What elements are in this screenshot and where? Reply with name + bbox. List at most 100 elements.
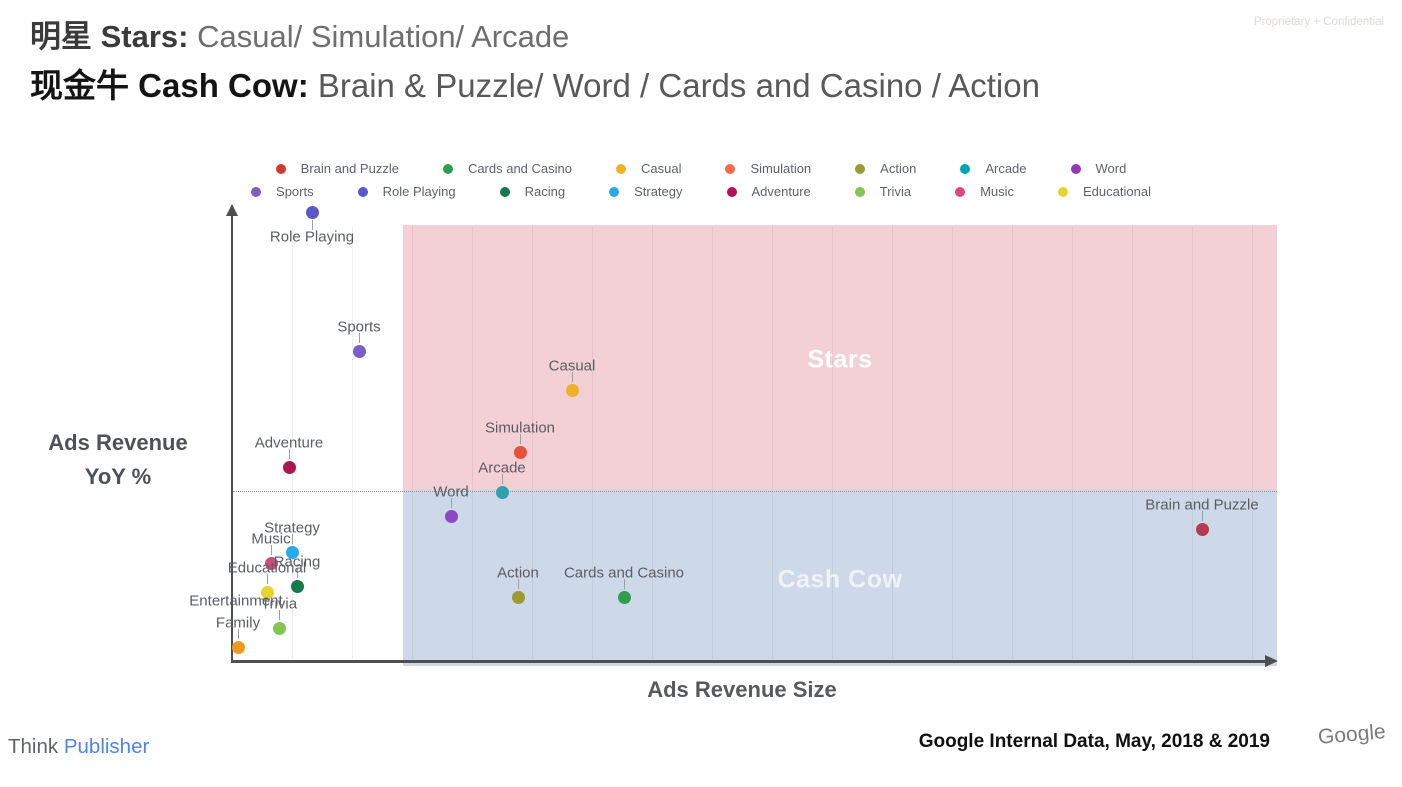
legend-swatch-brain-and-puzzle-icon bbox=[275, 163, 286, 174]
point-stem-brain-and-puzzle bbox=[1201, 511, 1203, 521]
legend-swatch-trivia-icon bbox=[854, 186, 865, 197]
gridline bbox=[1192, 226, 1193, 659]
data-point-trivia bbox=[272, 621, 286, 635]
gridline bbox=[1072, 226, 1073, 659]
y-axis-arrow-icon bbox=[226, 204, 238, 216]
point-label-cards-and-casino: Cards and Casino bbox=[563, 564, 685, 582]
point-stem-sports bbox=[358, 333, 360, 343]
point-label-music: Music bbox=[251, 530, 291, 548]
legend-item-sports: Sports bbox=[251, 184, 314, 199]
legend-row-1: Brain and Puzzle Cards and Casino Casual Si… bbox=[201, 161, 1201, 176]
legend-label-racing: Racing bbox=[524, 184, 566, 199]
data-point-brain-and-puzzle bbox=[1195, 522, 1209, 536]
title-stars-categories: Casual/ Simulation/ Arcade bbox=[188, 19, 570, 54]
legend-item-simulation: Simulation bbox=[725, 161, 811, 176]
legend-label-arcade: Arcade bbox=[985, 161, 1027, 176]
data-point-racing bbox=[290, 579, 304, 593]
legend-swatch-sports-icon bbox=[251, 186, 262, 197]
point-stem-racing bbox=[296, 568, 298, 578]
data-point-strategy bbox=[285, 545, 299, 559]
point-stem-strategy bbox=[291, 534, 293, 544]
chart-legend: Brain and Puzzle Cards and Casino Casual Si… bbox=[201, 161, 1201, 199]
point-stem-casual bbox=[571, 372, 573, 382]
point-label-simulation: Simulation bbox=[484, 419, 556, 437]
data-point-sports bbox=[352, 344, 366, 358]
legend-swatch-role-playing-icon bbox=[357, 186, 368, 197]
data-source-note: Google Internal Data, May, 2018 & 2019 bbox=[918, 731, 1270, 752]
data-point-adventure bbox=[282, 460, 296, 474]
y-axis-label: Ads Revenue YoY % bbox=[18, 426, 218, 494]
data-point-simulation bbox=[513, 445, 527, 459]
legend-label-trivia: Trivia bbox=[879, 184, 912, 199]
legend-label-cards-and-casino: Cards and Casino bbox=[467, 161, 572, 176]
point-label-adventure: Adventure bbox=[254, 434, 324, 452]
legend-swatch-word-icon bbox=[1070, 163, 1081, 174]
gridline bbox=[1252, 226, 1253, 659]
gridline bbox=[712, 226, 713, 659]
point-stem-family bbox=[237, 629, 239, 639]
legend-item-strategy: Strategy bbox=[609, 184, 683, 199]
data-point-music bbox=[264, 556, 278, 570]
x-axis-line bbox=[231, 660, 1268, 663]
point-label-word: Word bbox=[433, 483, 469, 501]
gridline bbox=[1132, 226, 1133, 659]
legend-label-brain-and-puzzle: Brain and Puzzle bbox=[300, 161, 399, 176]
legend-item-brain-and-puzzle: Brain and Puzzle bbox=[275, 161, 399, 176]
legend-label-word: Word bbox=[1095, 161, 1127, 176]
point-label-brain-and-puzzle: Brain and Puzzle bbox=[1145, 496, 1259, 514]
quadrant-region-cash-cow bbox=[403, 490, 1277, 666]
point-stem-educational bbox=[266, 574, 268, 584]
quadrant-label-cash-cow: Cash Cow bbox=[777, 565, 903, 594]
point-stem-arcade bbox=[501, 474, 503, 484]
brand-think: Think bbox=[8, 735, 59, 758]
slide-title-line-2: 现金牛 Cash Cow: Brain & Puzzle/ Word / Car… bbox=[30, 59, 1040, 107]
legend-swatch-action-icon bbox=[855, 163, 866, 174]
legend-swatch-casual-icon bbox=[616, 163, 626, 174]
legend-label-educational: Educational bbox=[1083, 184, 1151, 199]
brand-publisher: Publisher bbox=[63, 735, 150, 758]
data-point-family bbox=[231, 640, 245, 654]
point-label-educational: Educational bbox=[227, 559, 307, 577]
gridline bbox=[1012, 226, 1013, 659]
x-axis-label: Ads Revenue Size bbox=[647, 677, 837, 702]
legend-row-2: Sports Role Playing Racing Strategy Adventur… bbox=[201, 184, 1201, 199]
legend-item-racing: Racing bbox=[499, 184, 566, 199]
y-axis-label-line-2: YoY % bbox=[84, 464, 152, 489]
legend-label-adventure: Adventure bbox=[751, 184, 811, 199]
legend-swatch-simulation-icon bbox=[725, 163, 736, 174]
gridline bbox=[472, 226, 473, 659]
point-stem-action bbox=[517, 579, 519, 589]
legend-swatch-strategy-icon bbox=[609, 186, 620, 197]
data-point-word bbox=[444, 509, 458, 523]
point-label-family: Family bbox=[215, 614, 261, 632]
point-stem-music bbox=[270, 545, 272, 555]
confidential-watermark: Proprietary + Confidential bbox=[1253, 16, 1384, 28]
y-axis-label-line-1: Ads Revenue bbox=[48, 430, 188, 455]
point-label-role-playing: Role Playing bbox=[269, 228, 355, 246]
legend-label-role-playing: Role Playing bbox=[382, 184, 456, 199]
legend-label-strategy: Strategy bbox=[634, 184, 683, 199]
gridline bbox=[832, 226, 833, 659]
gridline bbox=[952, 226, 953, 659]
data-point-role-playing bbox=[305, 205, 319, 219]
point-stem-simulation bbox=[519, 434, 521, 444]
gridline bbox=[652, 226, 653, 659]
point-stem-cards-and-casino bbox=[623, 579, 625, 589]
gridline bbox=[352, 226, 353, 659]
title-cashcow-categories: Brain & Puzzle/ Word / Cards and Casino … bbox=[308, 67, 1040, 104]
legend-label-simulation: Simulation bbox=[750, 161, 812, 176]
gridline bbox=[412, 226, 413, 659]
legend-item-role-playing: Role Playing bbox=[357, 184, 456, 199]
point-label-action: Action bbox=[497, 564, 539, 582]
point-label-trivia: Trivia bbox=[260, 595, 298, 613]
legend-swatch-racing-icon bbox=[499, 186, 510, 197]
data-point-arcade bbox=[495, 485, 509, 499]
legend-swatch-adventure-icon bbox=[726, 186, 737, 197]
quadrant-region-stars bbox=[403, 225, 1277, 490]
point-label-entertainment: Entertainment bbox=[189, 592, 283, 610]
y-axis-line bbox=[231, 215, 233, 662]
legend-item-trivia: Trivia bbox=[854, 184, 912, 199]
point-label-racing: Racing bbox=[273, 553, 321, 571]
